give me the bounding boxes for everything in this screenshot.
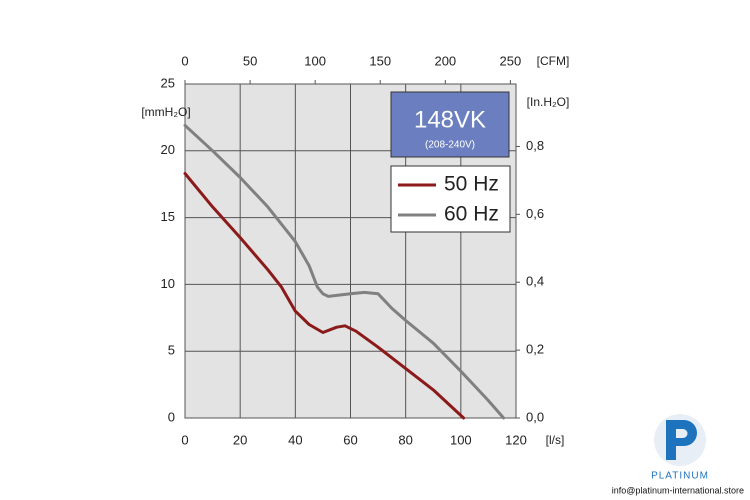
legend-entries: 50 Hz 60 Hz (398, 173, 499, 226)
y2-tick-label: 0,8 (526, 138, 544, 153)
legend-label: 50 Hz (444, 173, 499, 196)
y-tick-label: 5 (168, 343, 175, 358)
x-tick-label: 120 (505, 432, 527, 447)
x2-axis-label: [CFM] (537, 54, 570, 68)
y2-tick-label: 0,6 (526, 206, 544, 221)
model-subtitle: (208-240V) (425, 140, 475, 151)
x-axis-label: [l/s] (546, 433, 565, 447)
legend (390, 165, 511, 233)
x-tick-label: 40 (288, 432, 302, 447)
x2-tick-label: 250 (500, 53, 522, 68)
y2-tick-label: 0,0 (526, 409, 544, 424)
y-tick-label: 15 (161, 209, 175, 224)
y2-axis-label: [In.H₂O] (527, 95, 570, 109)
x-tick-label: 0 (181, 432, 188, 447)
y-tick-label: 20 (161, 142, 175, 157)
series-line (183, 123, 506, 420)
y-tick-label: 10 (161, 276, 175, 291)
x2-tick-label: 150 (369, 53, 391, 68)
logo-text: PLATINUM (651, 471, 709, 482)
y-tick-label: 0 (168, 409, 175, 424)
x2-tick-label: 50 (243, 53, 257, 68)
x2-tick-label: 200 (434, 53, 456, 68)
model-title: 148VK (414, 106, 486, 133)
footer-email: info@platinum-international.store (612, 485, 744, 495)
x-tick-label: 20 (233, 432, 247, 447)
model-box (390, 91, 510, 158)
x2-tick-label: 100 (304, 53, 326, 68)
y-tick-label: 25 (161, 75, 175, 90)
y2-tick-label: 0,2 (526, 342, 544, 357)
y2-tick-label: 0,4 (526, 274, 544, 289)
y-axis-label: [mmH₂O] (141, 105, 190, 119)
legend-label: 60 Hz (444, 203, 499, 226)
x-tick-label: 100 (450, 432, 472, 447)
logo-mark (666, 420, 697, 460)
x2-tick-label: 0 (181, 53, 188, 68)
x-tick-label: 60 (343, 432, 357, 447)
lines (183, 123, 506, 420)
logo: PLATINUM info@platinum-international.sto… (612, 414, 744, 495)
series-line (183, 172, 466, 420)
x-tick-label: 80 (398, 432, 412, 447)
